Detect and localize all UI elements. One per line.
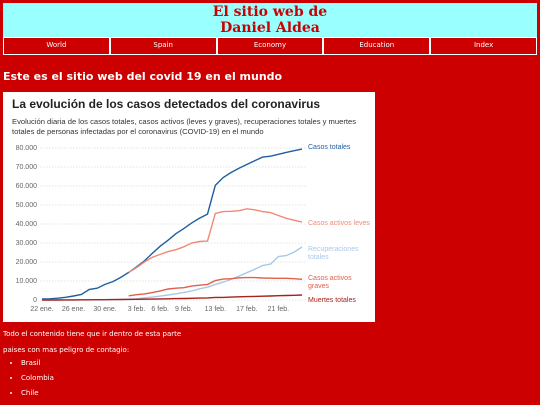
list-item: Chile [21,386,54,401]
chart: 0 10.000 20.000 30.000 40.000 50.000 60.000 70.… [3,92,375,322]
chart-title: La evolución de los casos detectados del… [12,97,321,111]
series-label: Muertes totales [308,297,356,304]
chart-subtitle: Evolución diaria de los casos totales, c… [12,117,356,136]
y-tick-label: 40.000 [16,221,38,228]
x-tick-label: 3 feb. [128,306,146,313]
x-tick-label: 17 feb. [236,306,257,313]
series-line [42,246,303,301]
header-title: El sitio web de [212,4,328,20]
series-line [128,276,303,297]
y-tick-label: 70.000 [16,164,38,171]
series-line [42,294,303,301]
list-item: Brasil [21,356,54,371]
list-item: Colombia [21,371,54,386]
nav-button[interactable]: Spain [109,37,217,55]
x-tick-label: 21 feb. [268,306,289,313]
series-label: Recuperaciones totales [308,246,359,261]
y-tick-label: 20.000 [16,259,38,266]
y-tick-label: 30.000 [16,240,38,247]
y-tick-label: 60.000 [16,183,38,190]
nav-button[interactable]: Economy [216,37,324,55]
series-label: Casos totales [308,144,351,151]
series-label: Casos activos leves [308,220,370,227]
header: El sitio web de Daniel Aldea [3,3,537,37]
intro: paises con mas peligro de contagio: [3,346,130,354]
x-tick-label: 26 ene. [62,306,85,313]
country-list: Brasil Colombia Chile [0,356,54,401]
y-tick-label: 0 [33,297,37,304]
y-tick-label: 10.000 [16,278,38,285]
chart-plot: 0 10.000 20.000 30.000 40.000 50.000 60.000 70.… [16,145,306,313]
nav-button[interactable]: Index [430,37,537,55]
nav-button[interactable]: Education [323,37,431,55]
y-tick-label: 80.000 [16,145,38,152]
note: Todo el contenido tiene que ir dentro de… [3,330,182,338]
series-label: Casos activos graves [308,275,352,290]
y-tick-label: 50.000 [16,202,38,209]
header-title: Daniel Aldea [220,20,320,36]
page-heading: Este es el sitio web del covid 19 en el … [3,70,283,83]
nav-bar: World Spain Economy Education Index [3,37,537,55]
series-line [128,208,303,273]
x-tick-label: 22 ene. [30,306,53,313]
nav-button[interactable]: World [3,37,110,55]
x-tick-label: 30 ene. [93,306,116,313]
series-line [41,148,303,300]
x-tick-label: 9 feb. [175,306,193,313]
x-tick-label: 6 feb. [151,306,169,313]
x-tick-label: 13 feb. [205,306,226,313]
